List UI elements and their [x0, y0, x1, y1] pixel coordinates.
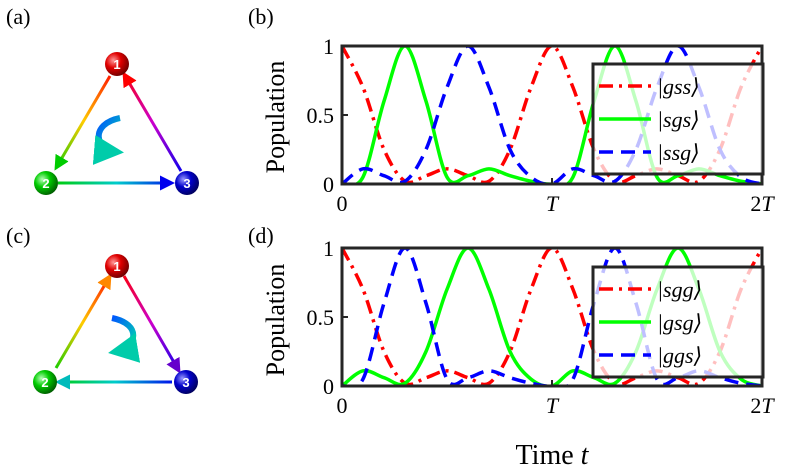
- y-tick-label: 0.5: [307, 103, 335, 128]
- node-2-ball: [33, 370, 57, 394]
- y-axis-label: Population: [261, 61, 290, 174]
- edge-3-1-arrow: [122, 71, 183, 172]
- y-axis-label: Population: [261, 264, 290, 377]
- y-tick-label: 0: [323, 172, 334, 197]
- node-2-ball: [34, 171, 58, 195]
- panel-label-a: (a): [6, 4, 30, 29]
- panel-label-d: (d): [248, 223, 274, 248]
- node-2-label: 2: [42, 176, 49, 191]
- circulation-curl-icon: [108, 315, 141, 363]
- node-3-ball: [174, 370, 198, 394]
- node-1-ball: [105, 254, 129, 278]
- diagram-a: 1 2 3: [34, 52, 199, 195]
- panel-label-c: (c): [6, 223, 30, 248]
- chart-b: 0 0.5 1 0 T 2T |gss⟩ |sgs⟩ |ssg⟩ Population: [261, 34, 775, 216]
- y-tick-label: 0.5: [307, 305, 335, 330]
- legend-entry-ssg: |ssg⟩: [657, 140, 700, 165]
- chart-d: 0 0.5 1 0 T 2T |sgg⟩ |gsg⟩ |ggs⟩ Population: [261, 236, 775, 418]
- y-tick-label: 1: [323, 236, 334, 261]
- node-2-label: 2: [41, 375, 48, 390]
- node-3-label: 3: [183, 176, 190, 191]
- panel-label-b: (b): [248, 4, 274, 29]
- x-tick-label: 2T: [750, 191, 775, 216]
- x-axis-label-var: t: [581, 440, 590, 469]
- y-tick-label: 1: [323, 34, 334, 59]
- edge-2-1-arrow: [54, 273, 112, 369]
- x-tick-label: T: [546, 191, 560, 216]
- x-axis-label: Time t: [516, 440, 590, 469]
- legend-entry-gss: |gss⟩: [657, 74, 700, 99]
- legend-entry-gsg: |gsg⟩: [657, 310, 702, 335]
- legend-entry-sgg: |sgg⟩: [657, 277, 702, 302]
- node-1-ball: [105, 52, 129, 76]
- legend-entry-ggs: |ggs⟩: [657, 343, 702, 368]
- y-tick-label: 0: [323, 374, 334, 399]
- diagram-c: 1 2 3: [33, 254, 198, 394]
- x-tick-label: 0: [337, 191, 348, 216]
- node-3-ball: [175, 171, 199, 195]
- x-tick-label: 0: [337, 393, 348, 418]
- x-axis-label-main: Time: [516, 440, 574, 469]
- legend-entry-sgs: |sgs⟩: [657, 107, 700, 132]
- x-tick-label: T: [546, 393, 560, 418]
- edge-1-3-arrow: [122, 275, 181, 374]
- node-3-label: 3: [182, 375, 189, 390]
- node-1-label: 1: [113, 57, 120, 72]
- circulation-curl-icon: [92, 115, 124, 165]
- edge-1-2-arrow: [54, 75, 112, 171]
- x-tick-label: 2T: [750, 393, 775, 418]
- node-1-label: 1: [113, 259, 120, 274]
